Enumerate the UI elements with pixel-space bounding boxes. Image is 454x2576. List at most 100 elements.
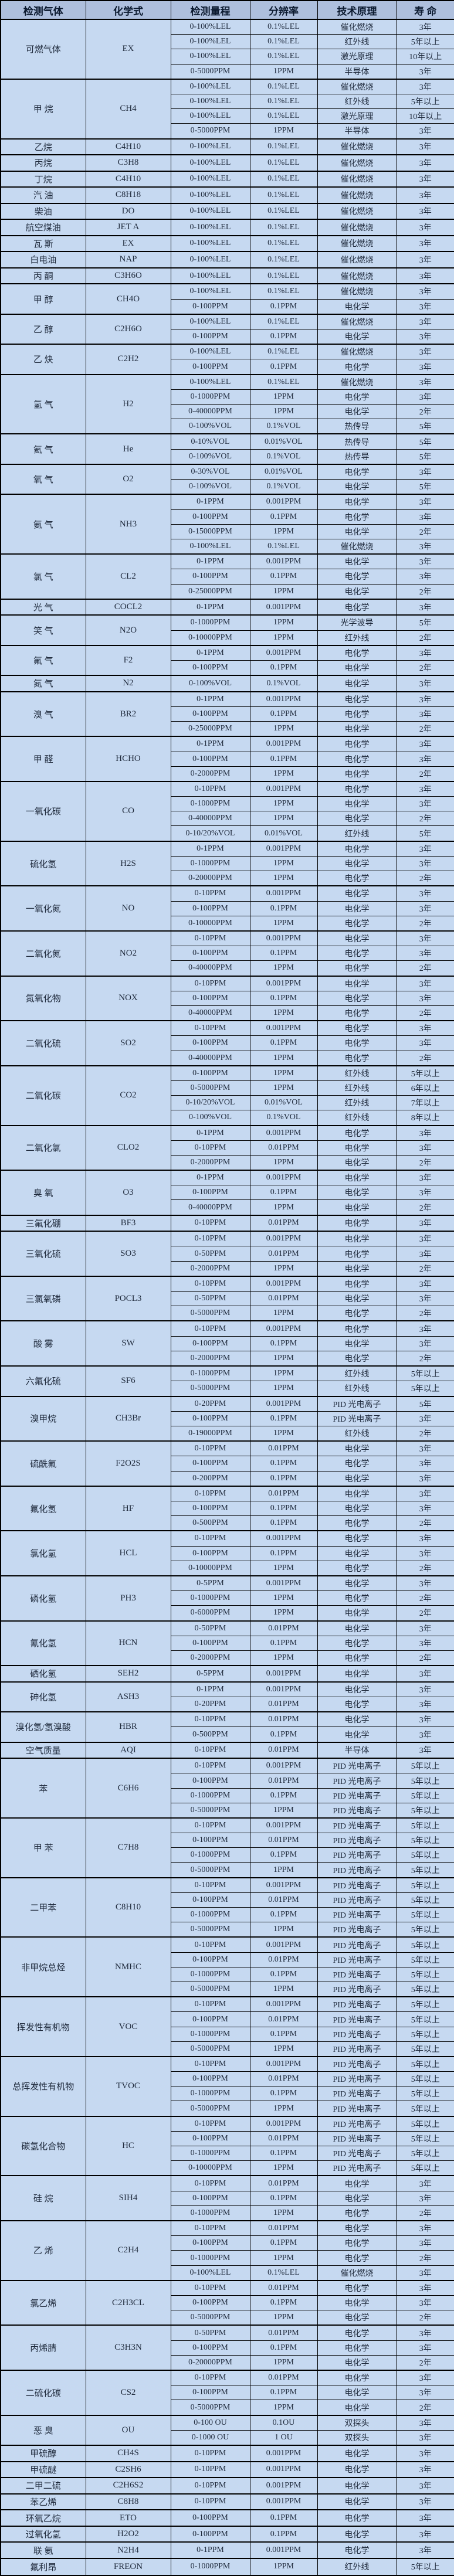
range-cell: 0-10PPM [170,2445,250,2462]
table-row: 氮氧化物 NOX 0-10PPM 0.001PPM 电化学 3年 [0,975,454,1021]
table-row: 0-15000PPM 1PPM 电化学 2年 [1,524,454,539]
lifespan-cell: 3年 [396,373,454,390]
range-cell: 0-100%LEL [170,313,250,329]
range-cell: 0-10PPM [170,1741,250,1759]
formula-cell: C3H8 [85,154,171,172]
table-row: 0-100%LEL 0.1%LEL 红外线 5年以上 [1,93,454,110]
range-cell: 0-100%LEL [170,49,250,64]
range-cell: 0-40000PPM [170,1050,250,1066]
resolution-cell: 0.001PPM [249,1575,318,1592]
resolution-cell: 0.1%LEL [249,202,318,220]
gas-cell: 一氧化碳 [0,780,86,842]
resolution-cell: 0.1%LEL [249,154,318,172]
table-row: 丁烷 C4H10 0-100%LEL 0.1%LEL 催化燃烧 3年 [0,170,454,188]
formula-cell: EX [85,19,171,80]
lifespan-cell: 3年 [396,796,454,812]
lifespan-cell: 3年 [396,975,454,991]
range-cell: 0-1000PPM [170,1966,250,1982]
range-cell: 0-10PPM [170,1530,250,1547]
lifespan-cell: 5年以上 [396,34,454,50]
resolution-cell: 0.001PPM [249,644,318,661]
resolution-cell: 1PPM [249,2310,318,2326]
gas-cell: 二甲苯 [0,1877,86,1938]
lifespan-cell: 5年以上 [396,2026,454,2042]
range-cell: 0-1000PPM [170,2205,250,2221]
principle-cell: 电化学 [317,736,397,752]
resolution-cell: 0.1PPM [249,990,318,1006]
principle-cell: 电化学 [317,1485,397,1501]
table-row: 0-25000PPM 1PPM 电化学 2年 [1,583,454,600]
table-row: 白电油 NAP 0-100%LEL 0.1%LEL 催化燃烧 3年 [0,251,454,269]
resolution-cell: 1PPM [249,1350,318,1367]
principle-cell: 催化燃烧 [317,154,397,172]
range-cell: 0-19000PPM [170,1425,250,1442]
table-row: 硫化氢 H2S 0-1PPM 0.001PPM 电化学 3年 [0,840,454,886]
lifespan-cell: 3年 [396,2190,454,2206]
resolution-cell: 1PPM [249,1260,318,1277]
resolution-cell: 0.01PPM [249,1741,318,1759]
gas-cell: 恶 臭 [0,2414,86,2446]
table-row: 0-1000PPM 1PPM 电化学 2年 [1,2205,454,2221]
principle-cell: 电化学 [317,1124,397,1141]
lifespan-cell: 3年 [396,2220,454,2237]
gas-cell: 笑 气 [0,614,86,646]
resolution-cell: 1PPM [249,524,318,539]
gas-cell: 柴油 [0,202,86,220]
principle-cell: PID 光电离子 [317,1952,397,1967]
table-row: 0-1000PPM 0.1PPM PID 光电离子 5年以上 [1,1787,454,1803]
principle-cell: 半导体 [317,1741,397,1759]
resolution-cell: 0.1%LEL [249,108,318,124]
range-cell: 0-100PPM [170,298,250,315]
range-cell: 0-100%VOL [170,479,250,495]
range-cell: 0-100PPM [170,1952,250,1967]
resolution-cell: 0.01PPM [249,2071,318,2087]
lifespan-cell: 2年 [396,2354,454,2371]
table-row: 恶 臭 OU 0-100 OU 0.1OU 双探头 3年 [0,2414,454,2446]
resolution-cell: 0.001PPM [249,1665,318,1683]
resolution-cell: 0.01PPM [249,1892,318,1908]
table-row: 0-1000 OU 1 OU 双探头 3年 [1,2429,454,2446]
table-row: 苯 C6H6 0-10PPM 0.001PPM PID 光电离子 5年以上 [0,1758,454,1819]
table-row: 0-100%LEL 0.1%LEL 催化燃烧 3年 [1,538,454,555]
formula-cell: DO [85,202,171,220]
lifespan-cell: 8年以上 [396,1110,454,1126]
principle-cell: 红外线 [317,2557,397,2576]
formula-cell: COCL2 [85,598,171,616]
range-cell: 0-10PPM [170,1936,250,1953]
range-cell: 0-100%VOL [170,448,250,465]
formula-cell: SO2 [85,1020,171,1066]
resolution-cell: 0.001PPM [249,1395,318,1412]
principle-cell: 热传导 [317,433,397,450]
principle-cell: 红外线 [317,1065,397,1081]
lifespan-cell: 2年 [396,2250,454,2266]
resolution-cell: 0.1PPM [249,328,318,345]
principle-cell: 电化学 [317,494,397,510]
gas-cell: 氮 气 [0,675,86,692]
principle-cell: 电化学 [317,1591,397,1606]
range-cell: 0-100%VOL [170,1110,250,1126]
range-cell: 0-10PPM [170,1758,250,1774]
table-row: 0-100PPM 0.1PPM 电化学 3年 [1,298,454,315]
lifespan-cell: 3年 [396,553,454,570]
resolution-cell: 0.001PPM [249,494,318,510]
formula-cell: CL2 [85,553,171,600]
resolution-cell: 1PPM [249,2160,318,2176]
lifespan-cell: 3年 [396,2541,454,2559]
resolution-cell: 0.001PPM [249,2477,318,2495]
range-cell: 0-50PPM [170,1246,250,1262]
table-row: 0-5000PPM 1PPM 电化学 2年 [1,1306,454,1321]
principle-cell: PID 光电离子 [317,1966,397,1982]
gas-cell: 一氧化氮 [0,885,86,932]
lifespan-cell: 3年 [396,930,454,947]
resolution-cell: 1PPM [249,1981,318,1997]
lifespan-cell: 2年 [396,811,454,827]
lifespan-cell: 5年 [396,479,454,495]
range-cell: 0-100PPM [170,1545,250,1561]
table-row: 0-20PPM 0.01PPM 电化学 3年 [1,1696,454,1712]
principle-cell: 电化学 [317,1456,397,1471]
lifespan-cell: 3年 [396,751,454,767]
resolution-cell: 0.001PPM [249,1996,318,2013]
table-row: 0-5000PPM 1PPM 电化学 2年 [1,2400,454,2416]
range-cell: 0-100%LEL [170,235,250,252]
table-row: 0-100PPM 0.1PPM 电化学 3年 [1,900,454,916]
